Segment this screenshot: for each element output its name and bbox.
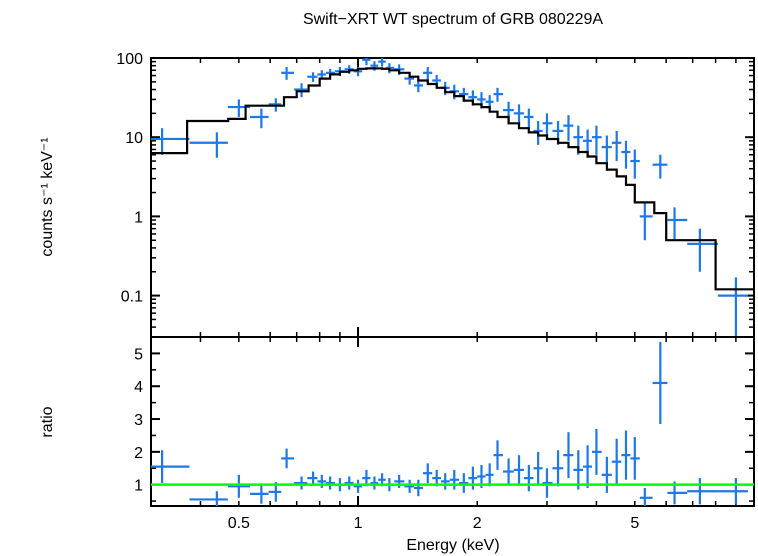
ratio-panel: 1 2 3 4 5 [134, 336, 755, 507]
y-tick-label: 100 [116, 51, 143, 68]
y-tick-label: 3 [134, 412, 143, 429]
plot-frame [150, 57, 755, 338]
y-tick-label: 1 [134, 209, 143, 226]
y-tick-label: 5 [134, 346, 143, 363]
y-tick-label: 4 [134, 379, 143, 396]
x-tick-label: 2 [473, 515, 482, 532]
y-tick-label: 1 [134, 478, 143, 495]
y-axis-label-bottom: ratio [39, 406, 56, 437]
chart-title: Swift−XRT WT spectrum of GRB 080229A [303, 11, 603, 28]
y-tick-label: 0.1 [121, 289, 143, 306]
y-tick-label: 10 [125, 130, 143, 147]
x-axis: 0.5 1 2 5 [228, 515, 640, 532]
x-tick-label: 0.5 [228, 515, 250, 532]
x-axis-label: Energy (keV) [406, 537, 499, 554]
x-tick-label: 5 [630, 515, 639, 532]
spectrum-panel: 0.1 1 10 100 [116, 51, 755, 338]
plot-frame [150, 336, 755, 507]
model-step-line [151, 67, 754, 291]
x-tick-label: 1 [354, 515, 363, 532]
y-axis-label-top: counts s⁻¹ keV⁻¹ [39, 137, 56, 256]
y-tick-label: 2 [134, 445, 143, 462]
